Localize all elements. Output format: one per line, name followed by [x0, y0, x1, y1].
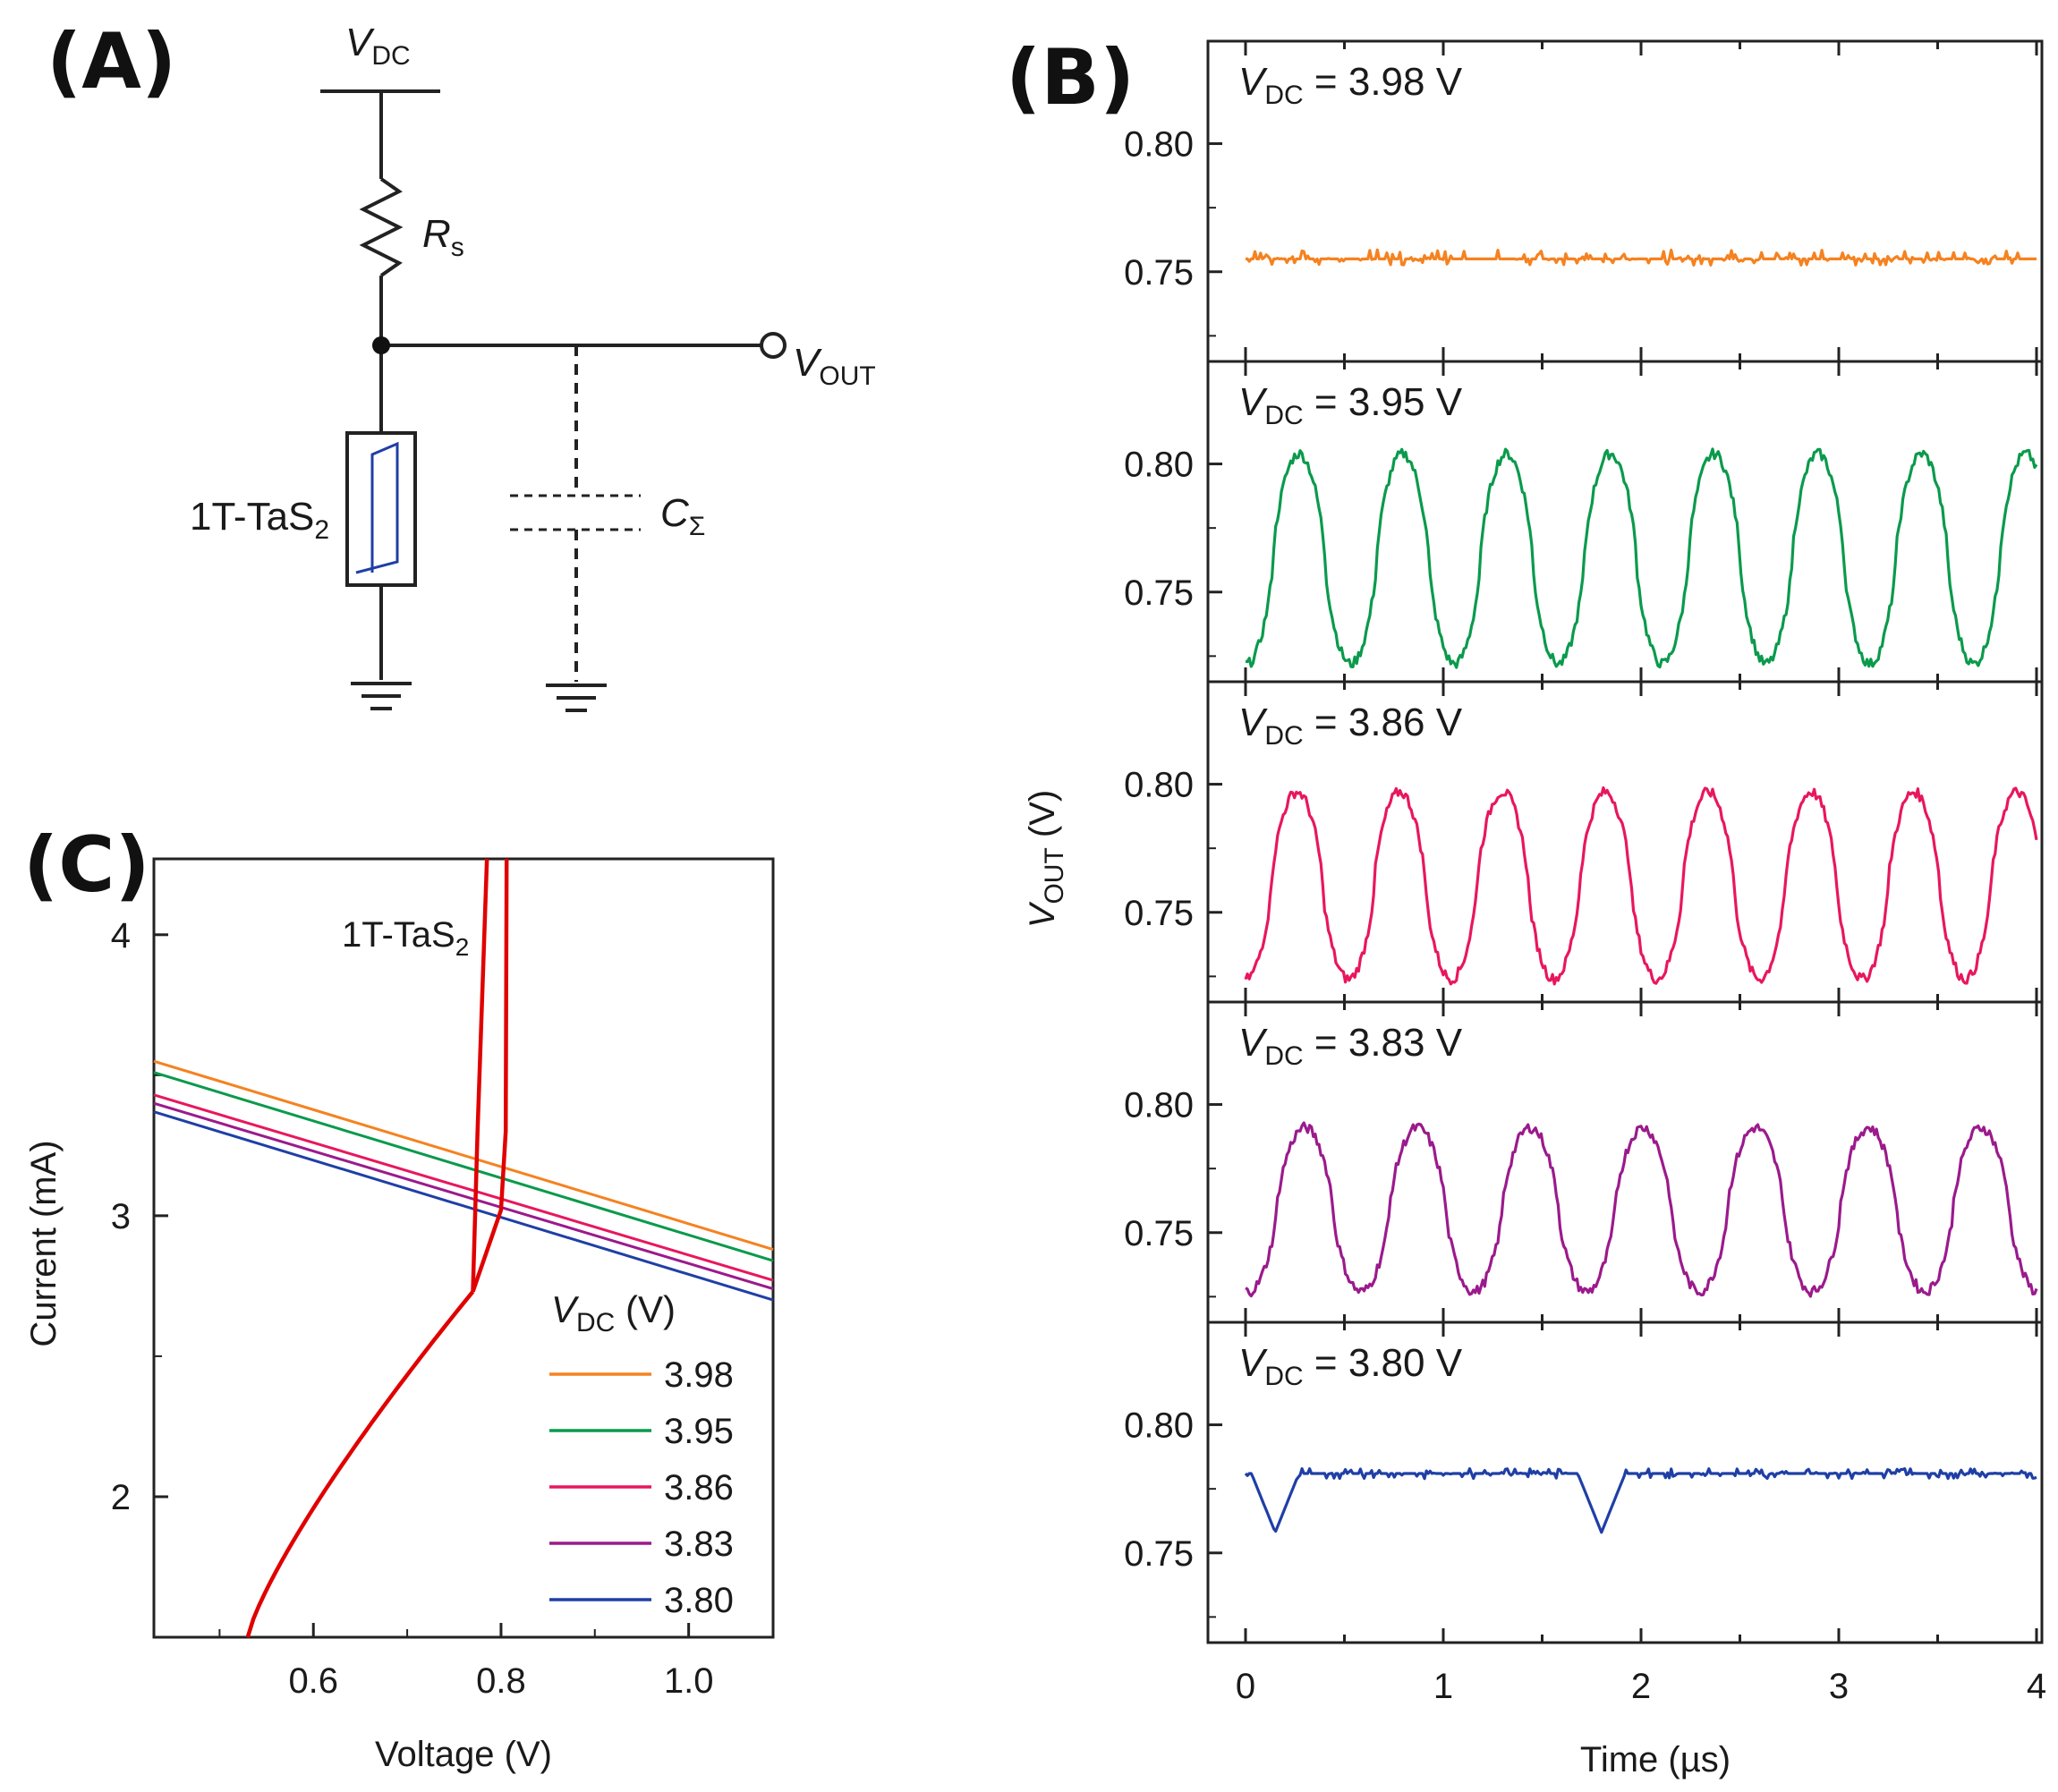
- panel-c-device-curve-up: [471, 858, 509, 1293]
- panel-b-subplot-frame-4: [1206, 1321, 2044, 1644]
- panel-c-frame: [152, 857, 775, 1639]
- panel-c-legend-label-4: 3.80: [664, 1581, 734, 1620]
- resistor-rs: [359, 177, 404, 277]
- panel-c-legend-label-1: 3.95: [664, 1412, 734, 1451]
- panel-b-ylabel: VOUT (V): [1023, 790, 1069, 928]
- panel-c-load-line-3: [153, 1101, 774, 1290]
- panel-b-ytick-label-2-1: 0.75: [1124, 894, 1194, 933]
- panel-c-xtick-label-0: 0.6: [288, 1661, 338, 1701]
- panel-b-series-label-1: VDC = 3.95 V: [1238, 380, 1463, 430]
- panel-b-ytick-label-3-0: 0.80: [1124, 1086, 1194, 1125]
- panel-c-load-line-0: [153, 1059, 774, 1252]
- panel-b-ytick-label-1-0: 0.80: [1124, 446, 1194, 485]
- panel-b-series-label-0: VDC = 3.98 V: [1238, 60, 1463, 110]
- panel-b-series-label-4: VDC = 3.80 V: [1238, 1341, 1463, 1391]
- panel-b-ytick-label-3-1: 0.75: [1124, 1214, 1194, 1253]
- panel-c-device-label: 1T-TaS2: [342, 915, 469, 961]
- panel-b-xtick-label-4: 4: [2027, 1667, 2046, 1706]
- panel-b-series-line-1: [1245, 447, 2038, 669]
- panel-c-load-line-2: [153, 1093, 774, 1282]
- panel-b-label: (B): [1006, 33, 1135, 123]
- panel-c-xtick-label-1: 0.8: [476, 1661, 526, 1701]
- panel-c-xlabel: Voltage (V): [375, 1735, 552, 1774]
- panel-c-xtick-label-2: 1.0: [664, 1661, 714, 1701]
- panel-a-label: (A): [47, 17, 176, 106]
- junction-dot: [372, 336, 390, 354]
- panel-b-xtick-label-3: 3: [1829, 1667, 1849, 1706]
- panel-c-legend-label-0: 3.98: [664, 1355, 734, 1395]
- panel-b-ytick-label-0-1: 0.75: [1124, 253, 1194, 293]
- panel-b-xlabel: Time (µs): [1580, 1740, 1731, 1779]
- panel-c-legend-label-2: 3.86: [664, 1468, 734, 1507]
- panel-b-series-line-2: [1244, 786, 2038, 986]
- panel-b-ytick-label-2-0: 0.80: [1124, 766, 1194, 805]
- device-hysteresis-icon: [355, 441, 399, 574]
- panel-c-device-curve-back: [471, 858, 489, 1292]
- panel-c-load-line-4: [153, 1110, 774, 1302]
- panel-c-ytick-label-2: 2: [111, 1478, 131, 1517]
- panel-c-legend-label-3: 3.83: [664, 1524, 734, 1564]
- panel-b-chart: 0.80 0.75 VDC = 3.98 V 0.80 0.75 VDC = 3.95 V…: [1124, 39, 2046, 1706]
- vout-terminal: [760, 332, 787, 359]
- circuit-labels: VDC Rs VOUT 1T-TaS2 CΣ: [190, 21, 876, 545]
- panel-b-series-label-3: VDC = 3.83 V: [1238, 1021, 1463, 1071]
- panel-c-legend-title: VDC (V): [551, 1288, 676, 1338]
- panel-b-xtick-label-0: 0: [1236, 1667, 1255, 1706]
- panel-c-ytick-label-0: 4: [111, 916, 131, 955]
- panel-b-series-label-2: VDC = 3.86 V: [1238, 701, 1463, 751]
- panel-b-ytick-label-1-1: 0.75: [1124, 573, 1194, 613]
- panel-b-ytick-label-0-0: 0.80: [1124, 125, 1194, 165]
- panel-b-series-line-0: [1246, 248, 2037, 267]
- panel-b-series-line-4: [1244, 1466, 2037, 1534]
- panel-c-chart: 0.6 0.8 1.0 4 3 2 1T-TaS2 VDC (V) 3.98 3.95 3.86 3.…: [111, 857, 775, 1701]
- cap-label: CΣ: [660, 491, 705, 541]
- panel-c-device-curve-low: [245, 1290, 475, 1638]
- panel-c-load-line-1: [153, 1071, 774, 1262]
- panel-c-ytick-label-1: 3: [111, 1197, 131, 1236]
- panel-b-xtick-label-1: 1: [1433, 1667, 1453, 1706]
- device-label: 1T-TaS2: [190, 495, 329, 545]
- panel-b-ytick-label-4-0: 0.80: [1124, 1406, 1194, 1446]
- device-box: [345, 431, 417, 587]
- rs-label: Rs: [422, 212, 464, 262]
- vout-label: VOUT: [793, 341, 876, 391]
- panel-b-xtick-label-2: 2: [1631, 1667, 1651, 1706]
- vdc-label: VDC: [345, 21, 411, 71]
- circuit-diagram: [320, 89, 787, 712]
- panel-c-label: (C): [23, 820, 150, 910]
- panel-c-ylabel: Current (mA): [24, 1140, 64, 1346]
- panel-b-ytick-label-4-1: 0.75: [1124, 1534, 1194, 1574]
- panel-b-series-line-3: [1245, 1121, 2038, 1298]
